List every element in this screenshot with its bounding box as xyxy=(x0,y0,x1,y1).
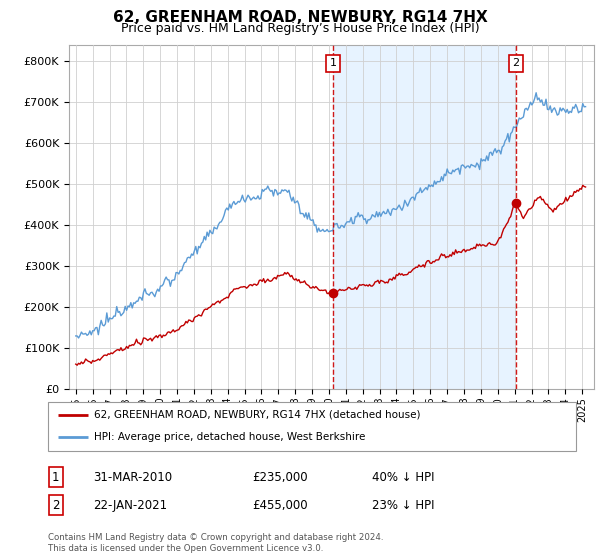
Text: 62, GREENHAM ROAD, NEWBURY, RG14 7HX (detached house): 62, GREENHAM ROAD, NEWBURY, RG14 7HX (de… xyxy=(94,410,421,420)
Text: £235,000: £235,000 xyxy=(252,470,308,484)
Text: 40% ↓ HPI: 40% ↓ HPI xyxy=(372,470,434,484)
Text: 31-MAR-2010: 31-MAR-2010 xyxy=(93,470,172,484)
Text: 23% ↓ HPI: 23% ↓ HPI xyxy=(372,498,434,512)
Text: 62, GREENHAM ROAD, NEWBURY, RG14 7HX: 62, GREENHAM ROAD, NEWBURY, RG14 7HX xyxy=(113,10,487,25)
Text: 1: 1 xyxy=(329,58,337,68)
Bar xyxy=(333,45,515,389)
Text: HPI: Average price, detached house, West Berkshire: HPI: Average price, detached house, West… xyxy=(94,432,366,442)
Text: Contains HM Land Registry data © Crown copyright and database right 2024.
This d: Contains HM Land Registry data © Crown c… xyxy=(48,533,383,553)
Text: 22-JAN-2021: 22-JAN-2021 xyxy=(93,498,167,512)
Text: Price paid vs. HM Land Registry’s House Price Index (HPI): Price paid vs. HM Land Registry’s House … xyxy=(121,22,479,35)
Text: 2: 2 xyxy=(512,58,519,68)
Text: £455,000: £455,000 xyxy=(252,498,308,512)
Text: 1: 1 xyxy=(52,470,59,484)
Text: 2: 2 xyxy=(52,498,59,512)
